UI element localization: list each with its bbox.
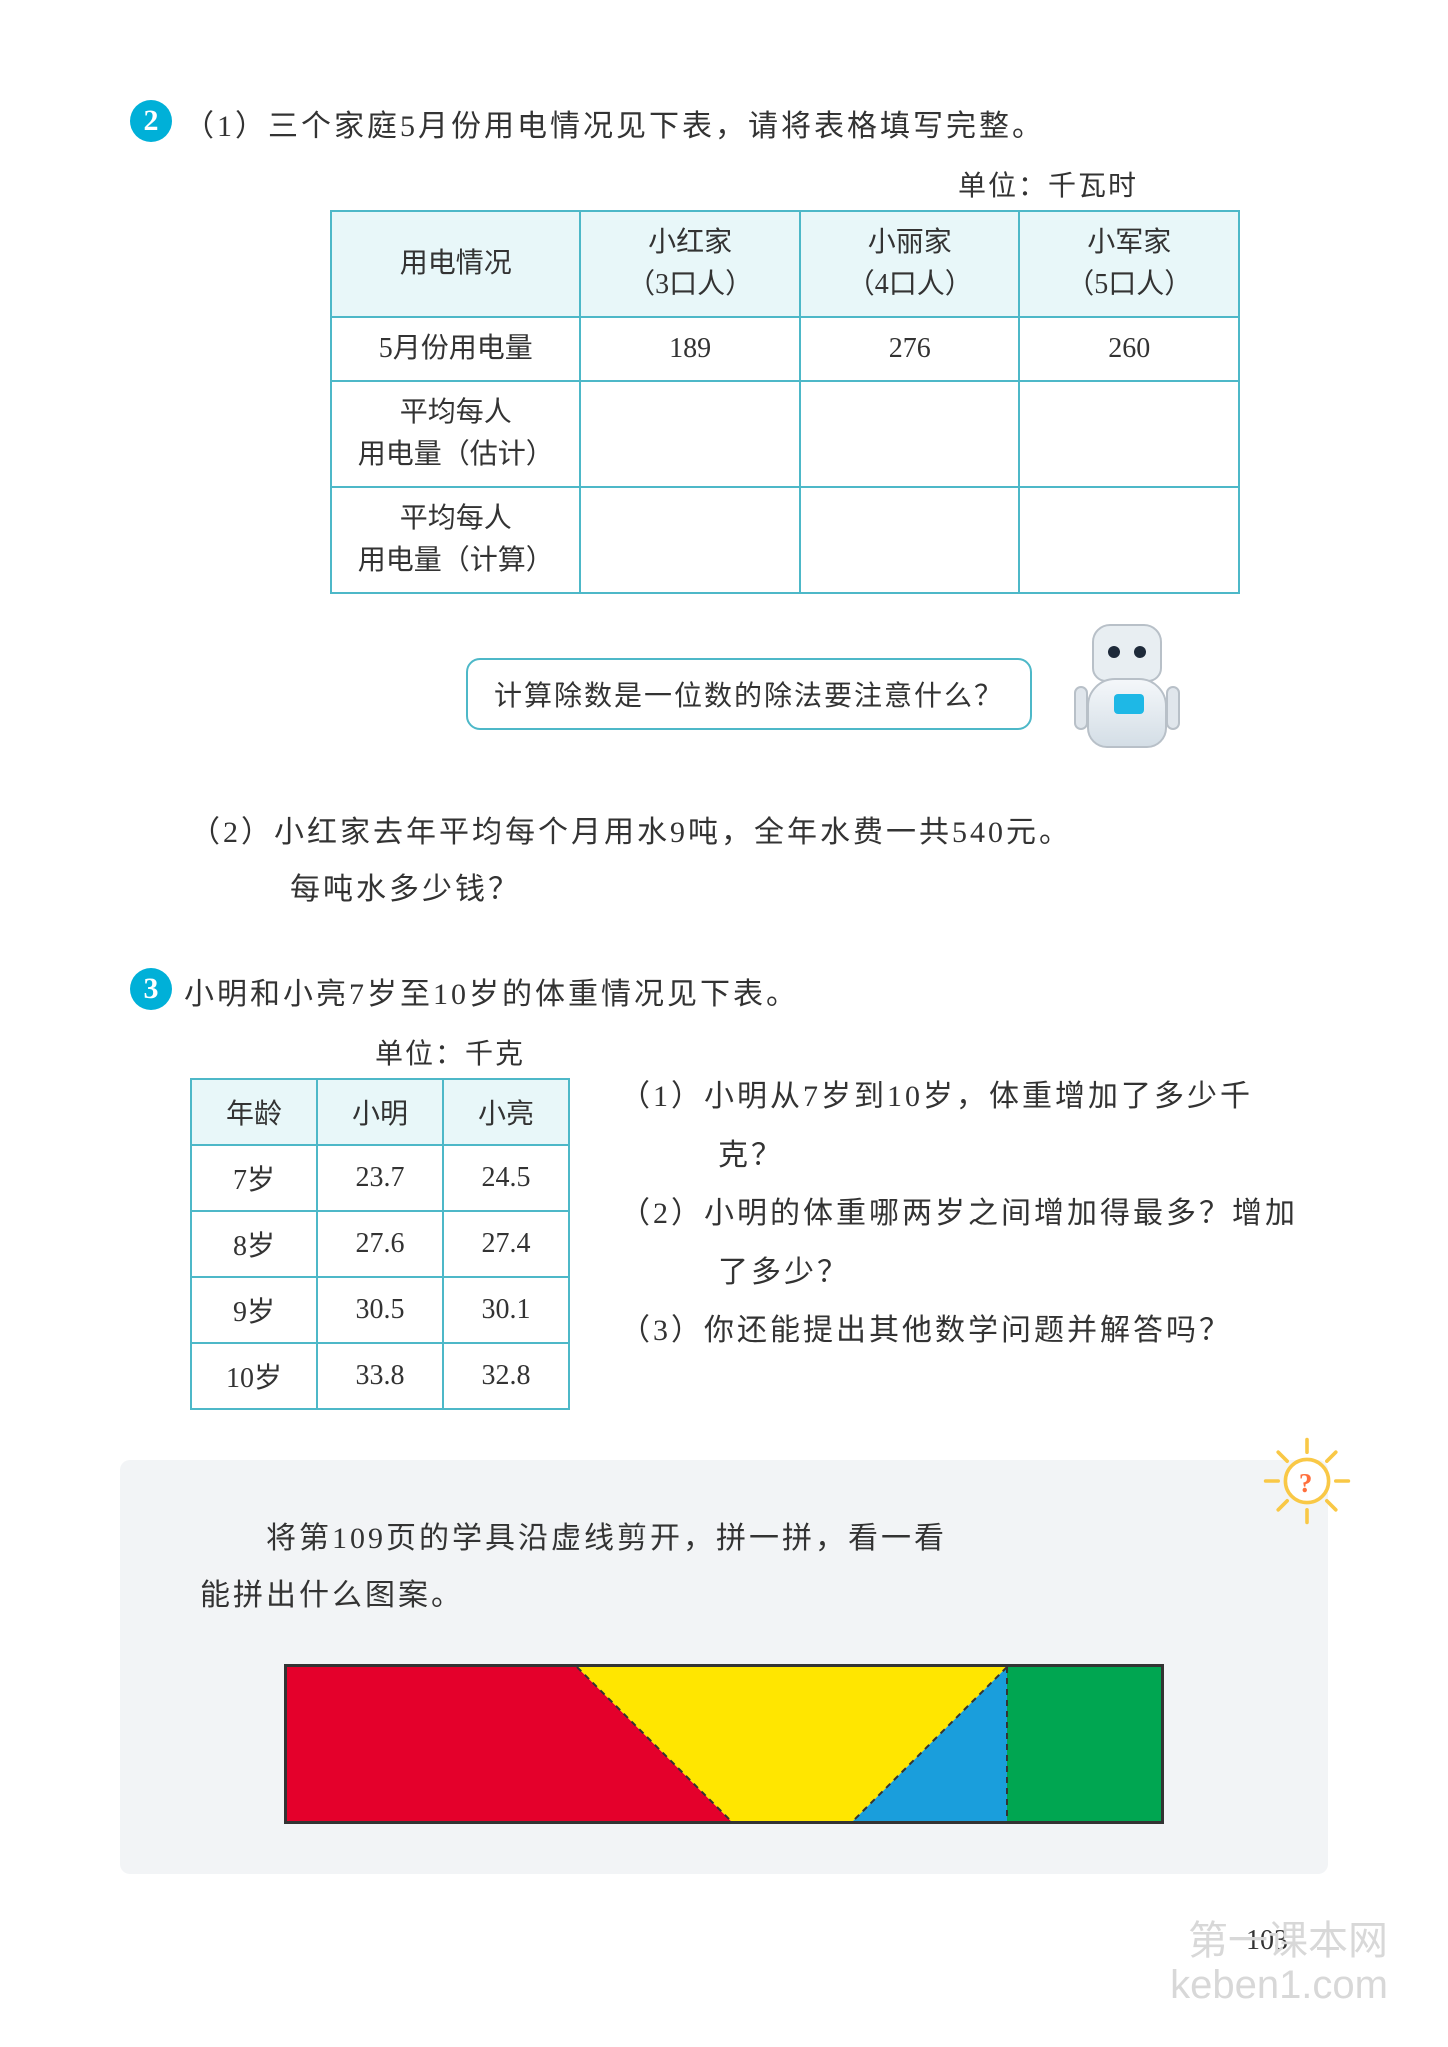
bullet-3: 3 <box>130 968 172 1010</box>
q2-th-3: 小军家（5口人） <box>1019 211 1239 317</box>
q2-th-0: 用电情况 <box>331 211 580 317</box>
q3-qline-1: （2）小明的体重哪两岁之间增加得最多？增加了多少？ <box>718 1185 1318 1302</box>
q2-r2c2 <box>800 487 1020 593</box>
q3-table: 年龄 小明 小亮 7岁23.724.5 8岁27.627.4 9岁30.530.… <box>190 1078 570 1410</box>
table-row: 用电情况 小红家（3口人） 小丽家（4口人） 小军家（5口人） <box>331 211 1239 317</box>
q2-r2c3 <box>1019 487 1239 593</box>
table-row: 9岁30.530.1 <box>191 1277 569 1343</box>
q3-table-wrap: 单位：千克 年龄 小明 小亮 7岁23.724.5 8岁27.627.4 9岁3… <box>190 1032 570 1410</box>
q2-r0c3: 260 <box>1019 317 1239 381</box>
q2-table: 用电情况 小红家（3口人） 小丽家（4口人） 小军家（5口人） 5月份用电量 1… <box>330 210 1240 594</box>
q2-sub2: （2）小红家去年平均每个月用水9吨，全年水费一共540元。 每吨水多少钱？ <box>190 804 1318 918</box>
q2-r1c2 <box>800 381 1020 487</box>
robot-icon <box>1072 624 1182 764</box>
q2-unit: 单位：千瓦时 <box>130 164 1138 204</box>
q2-th-1: 小红家（3口人） <box>580 211 800 317</box>
speech-wrap: 计算除数是一位数的除法要注意什么？ <box>330 624 1318 764</box>
activity-l2: 能拼出什么图案。 <box>200 1579 464 1612</box>
q2-r2c1 <box>580 487 800 593</box>
table-row: 10岁33.832.8 <box>191 1343 569 1409</box>
q2-r1c0: 平均每人用电量（估计） <box>331 381 580 487</box>
table-row: 年龄 小明 小亮 <box>191 1079 569 1145</box>
puzzle-strip <box>284 1664 1164 1824</box>
q3-prompt-line: 3 小明和小亮7岁至10岁的体重情况见下表。 <box>130 968 1318 1022</box>
speech-bubble: 计算除数是一位数的除法要注意什么？ <box>466 658 1032 730</box>
q2-r0c1: 189 <box>580 317 800 381</box>
q3-c: 32.8 <box>443 1343 569 1409</box>
q2-r1c3 <box>1019 381 1239 487</box>
q2-sub2-l2: 每吨水多少钱？ <box>290 861 1318 918</box>
q3-th-0: 年龄 <box>191 1079 317 1145</box>
q2-r2c0: 平均每人用电量（计算） <box>331 487 580 593</box>
q3-qline-0: （1）小明从7岁到10岁，体重增加了多少千克？ <box>718 1068 1318 1185</box>
table-row: 平均每人用电量（估计） <box>331 381 1239 487</box>
q3-c: 9岁 <box>191 1277 317 1343</box>
watermark-l1: 第一课本网 <box>1188 1919 1388 1963</box>
q3-c: 30.1 <box>443 1277 569 1343</box>
q3-c: 24.5 <box>443 1145 569 1211</box>
watermark: 第一课本网 keben1.com <box>1170 1919 1388 2007</box>
q3-c: 30.5 <box>317 1277 443 1343</box>
activity-text: 将第109页的学具沿虚线剪开，拼一拼，看一看 能拼出什么图案。 <box>200 1510 1248 1624</box>
activity-box: ? 将第109页的学具沿虚线剪开，拼一拼，看一看 能拼出什么图案。 <box>120 1460 1328 1874</box>
q2-th-2: 小丽家（4口人） <box>800 211 1020 317</box>
q2-sub2-l1: （2）小红家去年平均每个月用水9吨，全年水费一共540元。 <box>190 816 1072 849</box>
q2-r0c0: 5月份用电量 <box>331 317 580 381</box>
q3-questions: （1）小明从7岁到10岁，体重增加了多少千克？ （2）小明的体重哪两岁之间增加得… <box>620 1068 1318 1361</box>
q2-prompt: （1）三个家庭5月份用电情况见下表，请将表格填写完整。 <box>184 100 1318 154</box>
q2-r1c1 <box>580 381 800 487</box>
bullet-2: 2 <box>130 100 172 142</box>
q3-c: 23.7 <box>317 1145 443 1211</box>
question-2: 2 （1）三个家庭5月份用电情况见下表，请将表格填写完整。 单位：千瓦时 用电情… <box>130 100 1318 918</box>
q3-qline-2: （3）你还能提出其他数学问题并解答吗？ <box>718 1302 1318 1361</box>
q3-c: 33.8 <box>317 1343 443 1409</box>
activity-l1: 将第109页的学具沿虚线剪开，拼一拼，看一看 <box>200 1522 947 1555</box>
q3-c: 7岁 <box>191 1145 317 1211</box>
question-3: 3 小明和小亮7岁至10岁的体重情况见下表。 单位：千克 年龄 小明 小亮 7岁… <box>130 968 1318 1410</box>
q2-prompt-line: 2 （1）三个家庭5月份用电情况见下表，请将表格填写完整。 <box>130 100 1318 154</box>
svg-text:?: ? <box>1299 1468 1315 1498</box>
q3-c: 27.6 <box>317 1211 443 1277</box>
table-row: 5月份用电量 189 276 260 <box>331 317 1239 381</box>
table-row: 8岁27.627.4 <box>191 1211 569 1277</box>
q3-body: 单位：千克 年龄 小明 小亮 7岁23.724.5 8岁27.627.4 9岁3… <box>190 1032 1318 1410</box>
puzzle-svg <box>287 1667 1164 1824</box>
q3-th-1: 小明 <box>317 1079 443 1145</box>
q3-th-2: 小亮 <box>443 1079 569 1145</box>
watermark-l2: keben1.com <box>1170 1963 1388 2007</box>
table-row: 平均每人用电量（计算） <box>331 487 1239 593</box>
lightbulb-icon: ? <box>1262 1436 1352 1526</box>
q3-c: 27.4 <box>443 1211 569 1277</box>
q2-r0c2: 276 <box>800 317 1020 381</box>
table-row: 7岁23.724.5 <box>191 1145 569 1211</box>
q3-prompt: 小明和小亮7岁至10岁的体重情况见下表。 <box>184 968 1318 1022</box>
q3-c: 10岁 <box>191 1343 317 1409</box>
q3-unit: 单位：千克 <box>190 1032 570 1072</box>
q3-c: 8岁 <box>191 1211 317 1277</box>
